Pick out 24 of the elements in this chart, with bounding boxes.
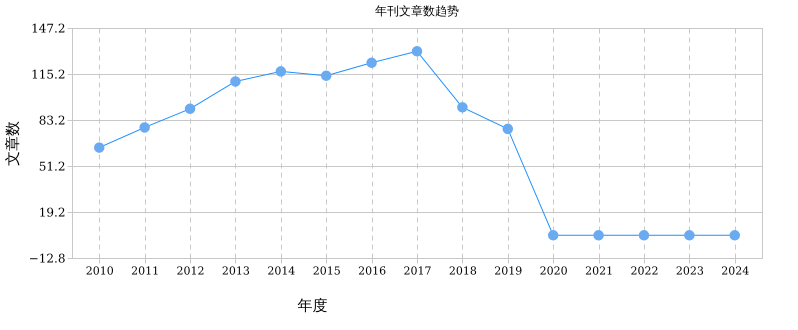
x-tick-label: 2020 — [540, 264, 568, 278]
x-tick-label: 2022 — [630, 264, 658, 278]
y-tick-label: 51.2 — [38, 160, 66, 174]
y-tick-label: 115.2 — [31, 68, 66, 82]
y-tick-label: 83.2 — [38, 114, 66, 128]
x-tick-label: 2010 — [86, 264, 114, 278]
x-tick-label: 2019 — [494, 264, 522, 278]
y-axis-title: 文章数 — [4, 121, 22, 166]
x-tick-label: 2013 — [222, 264, 250, 278]
x-tick-label: 2024 — [721, 264, 750, 278]
x-tick-label: 2016 — [358, 264, 386, 278]
x-tick-label: 2018 — [448, 264, 477, 278]
x-tick-label: 2011 — [131, 264, 160, 278]
x-tick-label: 2023 — [676, 264, 704, 278]
y-tick-label: 19.2 — [38, 206, 66, 220]
chart-title: 年刊文章数趋势 — [375, 4, 459, 18]
x-tick-label: 2021 — [585, 264, 614, 278]
x-tick-label: 2012 — [176, 264, 205, 278]
x-tick-label: 2017 — [404, 264, 432, 278]
y-tick-label: 147.2 — [31, 22, 66, 36]
x-axis-title: 年度 — [298, 296, 328, 314]
x-tick-label: 2015 — [312, 264, 341, 278]
y-tick-label: −12.8 — [28, 252, 66, 266]
x-tick-label: 2014 — [267, 264, 296, 278]
